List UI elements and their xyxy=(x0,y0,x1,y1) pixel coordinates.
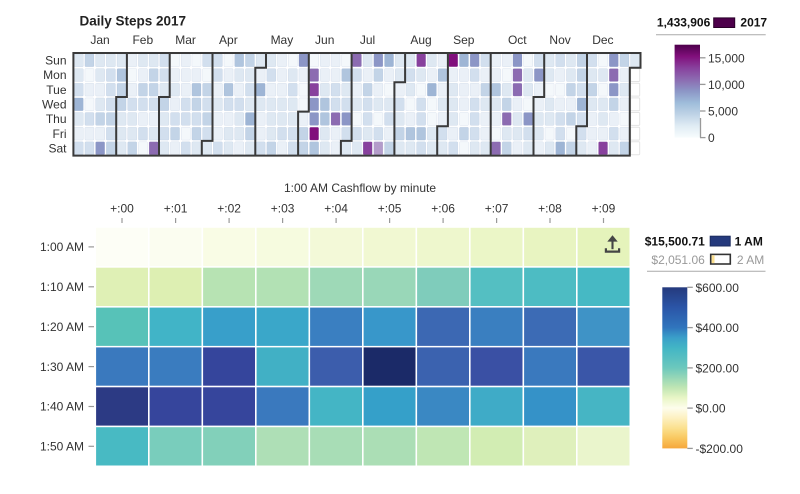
svg-text:$15,500.71: $15,500.71 xyxy=(645,234,705,248)
svg-text:Thu: Thu xyxy=(46,112,67,126)
svg-text:Mon: Mon xyxy=(43,68,66,82)
svg-text:$200.00: $200.00 xyxy=(696,361,740,375)
svg-text:1:30 AM: 1:30 AM xyxy=(40,360,84,374)
svg-text:Sat: Sat xyxy=(48,142,67,156)
svg-text:Feb: Feb xyxy=(132,33,153,47)
svg-text:+:02: +:02 xyxy=(217,202,241,216)
svg-text:Nov: Nov xyxy=(549,33,570,47)
svg-text:Jul: Jul xyxy=(360,33,375,47)
svg-text:Jan: Jan xyxy=(90,33,109,47)
svg-text:+:06: +:06 xyxy=(431,202,455,216)
svg-text:+:05: +:05 xyxy=(378,202,402,216)
svg-text:+:00: +:00 xyxy=(110,202,134,216)
svg-text:Sun: Sun xyxy=(45,54,66,68)
svg-text:+:03: +:03 xyxy=(271,202,295,216)
svg-text:1:40 AM: 1:40 AM xyxy=(40,400,84,414)
svg-text:2017: 2017 xyxy=(740,15,767,29)
svg-text:+:01: +:01 xyxy=(164,202,188,216)
svg-text:1:00 AM: 1:00 AM xyxy=(40,240,84,254)
svg-text:Jun: Jun xyxy=(315,33,334,47)
svg-text:Tue: Tue xyxy=(46,83,67,97)
svg-text:$400.00: $400.00 xyxy=(696,321,740,335)
svg-text:1,433,906: 1,433,906 xyxy=(657,15,711,29)
svg-text:5,000: 5,000 xyxy=(708,105,738,119)
svg-text:Dec: Dec xyxy=(592,33,613,47)
svg-text:+:08: +:08 xyxy=(538,202,562,216)
svg-text:Mar: Mar xyxy=(175,33,196,47)
svg-text:Aug: Aug xyxy=(410,33,431,47)
svg-text:+:07: +:07 xyxy=(485,202,509,216)
svg-text:$0.00: $0.00 xyxy=(696,402,726,416)
svg-text:Sep: Sep xyxy=(453,33,475,47)
svg-text:+:09: +:09 xyxy=(592,202,616,216)
svg-text:1:10 AM: 1:10 AM xyxy=(40,280,84,294)
svg-text:1:50 AM: 1:50 AM xyxy=(40,440,84,454)
svg-text:Oct: Oct xyxy=(508,33,527,47)
svg-text:1 AM: 1 AM xyxy=(735,234,763,248)
svg-text:-$200.00: -$200.00 xyxy=(696,442,744,456)
svg-text:15,000: 15,000 xyxy=(708,51,745,65)
svg-text:Fri: Fri xyxy=(53,127,67,141)
svg-text:Daily Steps 2017: Daily Steps 2017 xyxy=(80,14,187,29)
svg-text:+:04: +:04 xyxy=(324,202,348,216)
svg-text:2 AM: 2 AM xyxy=(737,253,764,267)
svg-text:Wed: Wed xyxy=(42,98,66,112)
svg-text:1:00 AM Cashflow by minute: 1:00 AM Cashflow by minute xyxy=(284,181,436,195)
svg-text:$2,051.06: $2,051.06 xyxy=(651,253,705,267)
svg-text:10,000: 10,000 xyxy=(708,78,745,92)
svg-text:0: 0 xyxy=(708,131,715,145)
svg-text:$600.00: $600.00 xyxy=(696,281,740,295)
svg-text:Apr: Apr xyxy=(219,33,238,47)
svg-text:May: May xyxy=(271,33,294,47)
svg-text:1:20 AM: 1:20 AM xyxy=(40,320,84,334)
